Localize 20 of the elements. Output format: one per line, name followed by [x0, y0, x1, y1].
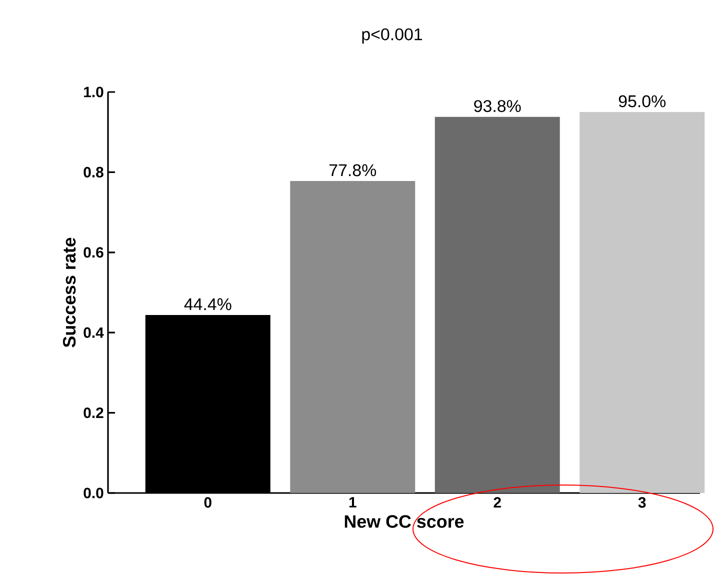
data-label: 44.4%: [184, 298, 232, 310]
y-tick-label: 0.0: [84, 488, 104, 498]
bar: [580, 112, 705, 493]
y-tick-label: 0.8: [84, 166, 104, 178]
data-label: 95.0%: [618, 95, 666, 108]
data-label: 93.8%: [474, 100, 521, 112]
x-tick-label: 1: [349, 497, 356, 508]
y-tick-label: 1.0: [84, 86, 104, 98]
bar: [290, 181, 416, 493]
text: p<0.001: [362, 28, 422, 44]
y-tick-label: 0.6: [84, 247, 104, 258]
x-tick-label: 2: [494, 497, 501, 508]
x-tick-label: 0: [204, 497, 212, 508]
data-label: 77.8%: [329, 164, 376, 176]
x-tick-label: 3: [638, 497, 646, 508]
x-axis-title: New CC score: [344, 515, 464, 528]
y-tick-label: 0.2: [84, 408, 104, 418]
y-axis-title: Success rate: [62, 238, 76, 348]
bar: [434, 116, 560, 493]
y-tick-label: 0.4: [84, 327, 104, 338]
